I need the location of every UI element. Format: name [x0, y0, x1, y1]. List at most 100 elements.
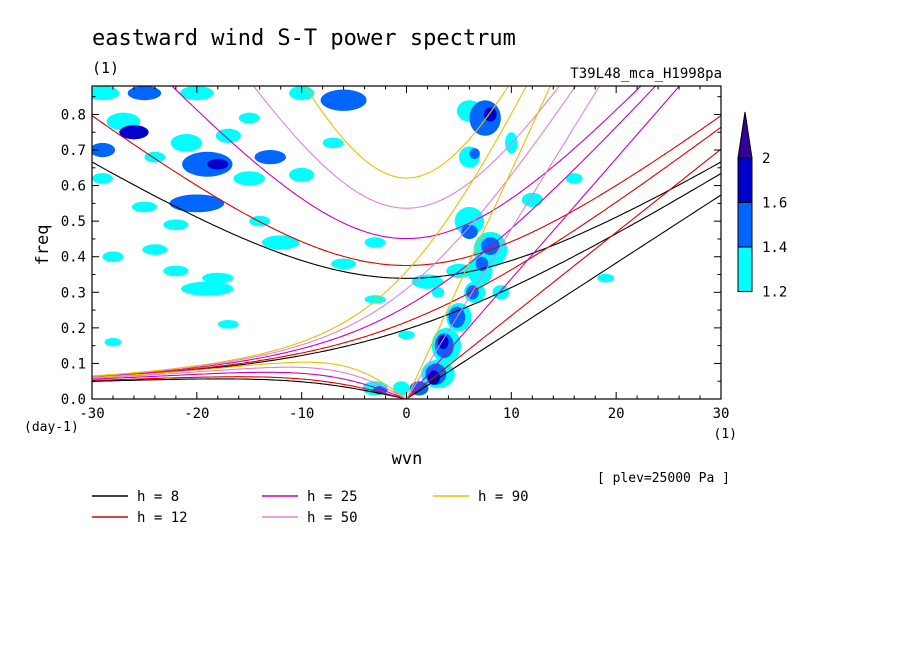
x-axis-label: wvn: [392, 449, 423, 469]
dispersion-curve-0-3: [92, 378, 407, 399]
legend-label: h = 12: [137, 510, 188, 526]
contour-region-33: [364, 295, 386, 304]
x-tick-label: -20: [184, 406, 209, 422]
dispersion-curve-0-1: [92, 161, 721, 279]
x-tick-label: 30: [713, 406, 730, 422]
contour-region-18: [131, 201, 157, 213]
contour-region-9: [92, 142, 116, 158]
legend-label: h = 8: [137, 489, 179, 505]
dispersion-curve-4-3: [92, 361, 407, 399]
y-axis-label: freq: [33, 225, 53, 266]
contour-region-11: [182, 151, 233, 177]
dispersion-curve-3-3: [92, 366, 407, 399]
dispersion-curve-1-3: [92, 376, 407, 399]
dispersion-curves: [92, 86, 721, 399]
y-tick-label: 0.7: [61, 143, 86, 159]
contour-region-44: [454, 206, 485, 236]
colorbar-swatch: [737, 246, 753, 292]
colorbar-label: 2: [762, 151, 770, 167]
colorbar-swatch: [737, 157, 753, 203]
contour-region-34: [398, 330, 415, 340]
dispersion-curve-0-0: [406, 194, 721, 399]
chart-subtitle-right: T39L48_mca_H1998pa: [570, 66, 722, 82]
contour-region-12: [207, 158, 229, 170]
contour-region-16: [92, 173, 113, 184]
contour-region-45: [461, 224, 478, 239]
contour-region-49: [475, 256, 489, 271]
chart-title: eastward wind S-T power spectrum: [92, 26, 516, 51]
colorbar-extend-max: [737, 111, 753, 159]
y-tick-label: 0.3: [61, 285, 86, 301]
y-axis-unit: (day-1): [24, 420, 79, 435]
contour-region-32: [104, 337, 122, 347]
contour-region-0: [92, 86, 120, 101]
contour-region-64: [597, 273, 615, 283]
dispersion-curve-3-2: [92, 86, 577, 377]
y-tick-label: 0.8: [61, 107, 86, 123]
y-tick-label: 0.1: [61, 356, 86, 372]
contour-region-23: [142, 244, 168, 255]
contour-region-39: [484, 107, 497, 122]
colorbar-swatch: [737, 202, 753, 248]
contour-region-14: [254, 150, 286, 165]
dispersion-curve-2-1: [171, 86, 642, 240]
colorbar-label: 1.4: [762, 240, 787, 256]
dispersion-curve-4-0: [405, 86, 551, 399]
contour-region-67: [238, 112, 260, 124]
contour-region-2: [180, 86, 214, 101]
contour-region-19: [163, 219, 189, 231]
colorbar-label: 1.2: [762, 285, 787, 301]
contour-region-15: [289, 167, 315, 183]
contour-region-1: [127, 86, 162, 101]
contour-region-4: [320, 89, 367, 111]
x-tick-label: -10: [289, 406, 314, 422]
legend-label: h = 90: [478, 489, 529, 505]
y-tick-label: 0.0: [61, 392, 86, 408]
contour-region-8: [215, 128, 241, 143]
contour-region-27: [331, 258, 357, 270]
y-tick-label: 0.6: [61, 179, 86, 195]
dispersion-curve-2-2: [92, 86, 657, 378]
colorbar-label: 1.6: [762, 196, 787, 212]
dispersion-curve-4-1: [303, 86, 510, 179]
contour-region-25: [202, 272, 234, 284]
x-tick-label: 10: [503, 406, 520, 422]
y-tick-label: 0.5: [61, 214, 86, 230]
contour-region-31: [217, 320, 239, 329]
contour-region-21: [261, 235, 300, 250]
legend-label: h = 50: [307, 510, 358, 526]
contour-region-66: [322, 137, 344, 149]
y-tick-label: 0.4: [61, 250, 86, 266]
legend-label: h = 25: [307, 489, 358, 505]
contour-region-22: [102, 251, 124, 263]
colorbar: 1.2 1.4 1.6 2: [737, 111, 787, 301]
y-tick-label: 0.2: [61, 321, 86, 337]
dispersion-curve-3-1: [252, 86, 561, 209]
contour-region-28: [364, 237, 386, 248]
contour-region-65: [565, 173, 583, 184]
contour-region-26: [181, 281, 234, 296]
contour-region-13: [233, 171, 265, 186]
dispersion-curve-4-2: [92, 86, 528, 377]
legend: h = 8 h = 12 h = 25 h = 50 h = 90: [92, 489, 529, 526]
contour-region-17: [169, 194, 225, 213]
contour-region-7: [170, 134, 203, 152]
x-tick-label: 20: [608, 406, 625, 422]
contour-region-35: [431, 286, 445, 298]
contour-region-56: [437, 334, 449, 350]
dispersion-curve-3-0: [406, 86, 601, 399]
contour-region-41: [469, 148, 480, 159]
dispersion-curve-1-1: [92, 115, 721, 267]
dispersion-curve-2-3: [92, 371, 407, 399]
x-axis-unit: (1): [714, 427, 737, 442]
contour-region-3: [289, 86, 315, 101]
dispersion-curve-2-0: [406, 86, 681, 399]
x-tick-label: -30: [79, 406, 104, 422]
axis-ticks: -30 -20 -10 0 10 20 30 0.0 0.1 0.2 0.3 0.4 0.5 0.6 0.7…: [61, 86, 730, 422]
contour-region-24: [163, 265, 189, 277]
plot-frame: [91, 85, 722, 400]
chart-subtitle-left: (1): [92, 59, 119, 77]
dispersion-curve-1-2: [92, 126, 721, 378]
contour-regions: [92, 86, 615, 396]
